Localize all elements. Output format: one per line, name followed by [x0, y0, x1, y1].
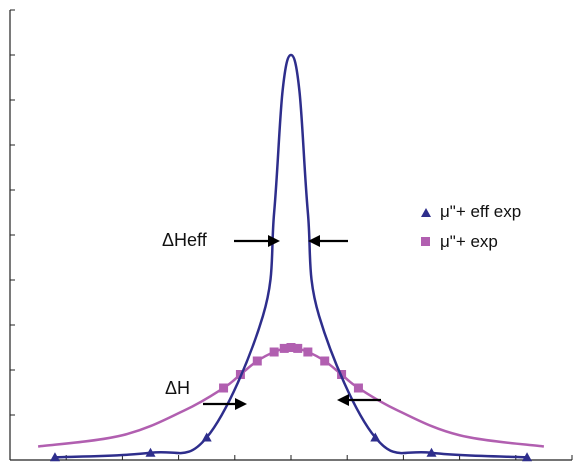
data-point-exp: [353, 383, 363, 393]
data-point-eff-exp: [145, 447, 156, 457]
annotation-delta-h: ΔH: [165, 378, 190, 398]
data-point-exp: [252, 356, 262, 366]
data-point-exp: [293, 343, 303, 353]
legend-marker-exp: [421, 237, 430, 246]
data-point-eff-exp: [522, 452, 533, 462]
arrow-icon-heff-left: [234, 235, 280, 247]
data-point-exp: [219, 383, 229, 393]
data-point-exp: [279, 343, 289, 353]
data-point-eff-exp: [370, 432, 381, 442]
annotation-layer: ΔHeff ΔH: [162, 230, 381, 410]
legend-label-exp: μ"+ exp: [440, 232, 498, 251]
data-point-exp: [320, 356, 330, 366]
data-point-eff-exp: [201, 432, 212, 442]
arrow-icon-h-left: [203, 398, 247, 410]
data-point-exp: [286, 343, 296, 352]
legend: μ"+ eff exp μ"+ exp: [421, 202, 521, 251]
legend-marker-eff-exp: [421, 208, 431, 217]
data-point-exp: [303, 347, 313, 357]
annotation-delta-heff: ΔHeff: [162, 230, 208, 250]
arrow-icon-h-right: [337, 394, 381, 406]
arrow-icon-heff-right: [308, 235, 348, 247]
data-point-eff-exp: [49, 452, 60, 462]
legend-label-eff-exp: μ"+ eff exp: [440, 202, 521, 221]
series-layer: [37, 53, 545, 462]
series-line-eff-exp: [54, 53, 528, 459]
data-point-eff-exp: [426, 447, 437, 457]
data-point-exp: [269, 347, 279, 357]
series-line-exp: [37, 346, 545, 448]
